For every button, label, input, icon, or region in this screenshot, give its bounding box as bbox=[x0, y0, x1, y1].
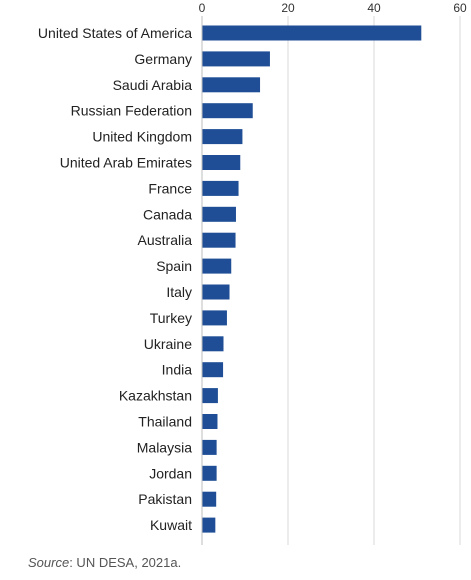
x-tick-label: 40 bbox=[367, 1, 381, 15]
category-label: Malaysia bbox=[137, 439, 192, 455]
category-label: Russian Federation bbox=[71, 103, 192, 119]
category-label: India bbox=[162, 362, 193, 378]
bar bbox=[202, 336, 224, 352]
source-label: Source bbox=[28, 555, 70, 570]
bar bbox=[202, 310, 227, 326]
bar bbox=[202, 103, 253, 119]
category-label: Turkey bbox=[150, 310, 192, 326]
bar bbox=[202, 232, 236, 248]
category-label: Saudi Arabia bbox=[113, 77, 193, 93]
bar bbox=[202, 414, 218, 429]
source-text: : UN DESA, 2021a. bbox=[69, 555, 182, 570]
bar bbox=[202, 388, 218, 404]
category-label: Australia bbox=[138, 232, 193, 248]
source-note: Source: UN DESA, 2021a. bbox=[28, 555, 181, 570]
bar bbox=[202, 206, 236, 222]
category-label: Thailand bbox=[138, 414, 192, 430]
category-label: Canada bbox=[143, 206, 192, 222]
bar bbox=[202, 180, 239, 196]
bar bbox=[202, 439, 217, 455]
bar-chart: 0 20 40 60 United States of America Germany Sa… bbox=[38, 1, 467, 545]
category-label: Jordan bbox=[149, 465, 192, 481]
category-label: Spain bbox=[156, 258, 192, 274]
category-label: United Arab Emirates bbox=[60, 155, 192, 171]
bar bbox=[202, 51, 270, 67]
x-tick-label: 20 bbox=[281, 1, 295, 15]
bar bbox=[202, 362, 224, 378]
category-label: Italy bbox=[166, 284, 192, 300]
category-label: Kazakhstan bbox=[119, 388, 192, 404]
x-tick-label: 0 bbox=[199, 1, 206, 15]
bar bbox=[202, 77, 261, 93]
category-label: Pakistan bbox=[138, 491, 192, 507]
x-tick-label: 60 bbox=[453, 1, 467, 15]
category-label: Germany bbox=[134, 51, 192, 67]
bar bbox=[202, 465, 217, 481]
bar bbox=[202, 25, 422, 41]
category-label: United States of America bbox=[38, 25, 192, 41]
bar bbox=[202, 258, 232, 274]
category-label: France bbox=[148, 180, 192, 196]
bar bbox=[202, 284, 230, 300]
category-label: United Kingdom bbox=[92, 129, 192, 145]
bar bbox=[202, 517, 216, 533]
bar bbox=[202, 155, 241, 170]
bar bbox=[202, 491, 217, 507]
category-label: Ukraine bbox=[144, 336, 192, 352]
bar bbox=[202, 129, 243, 145]
category-label: Kuwait bbox=[150, 517, 192, 533]
